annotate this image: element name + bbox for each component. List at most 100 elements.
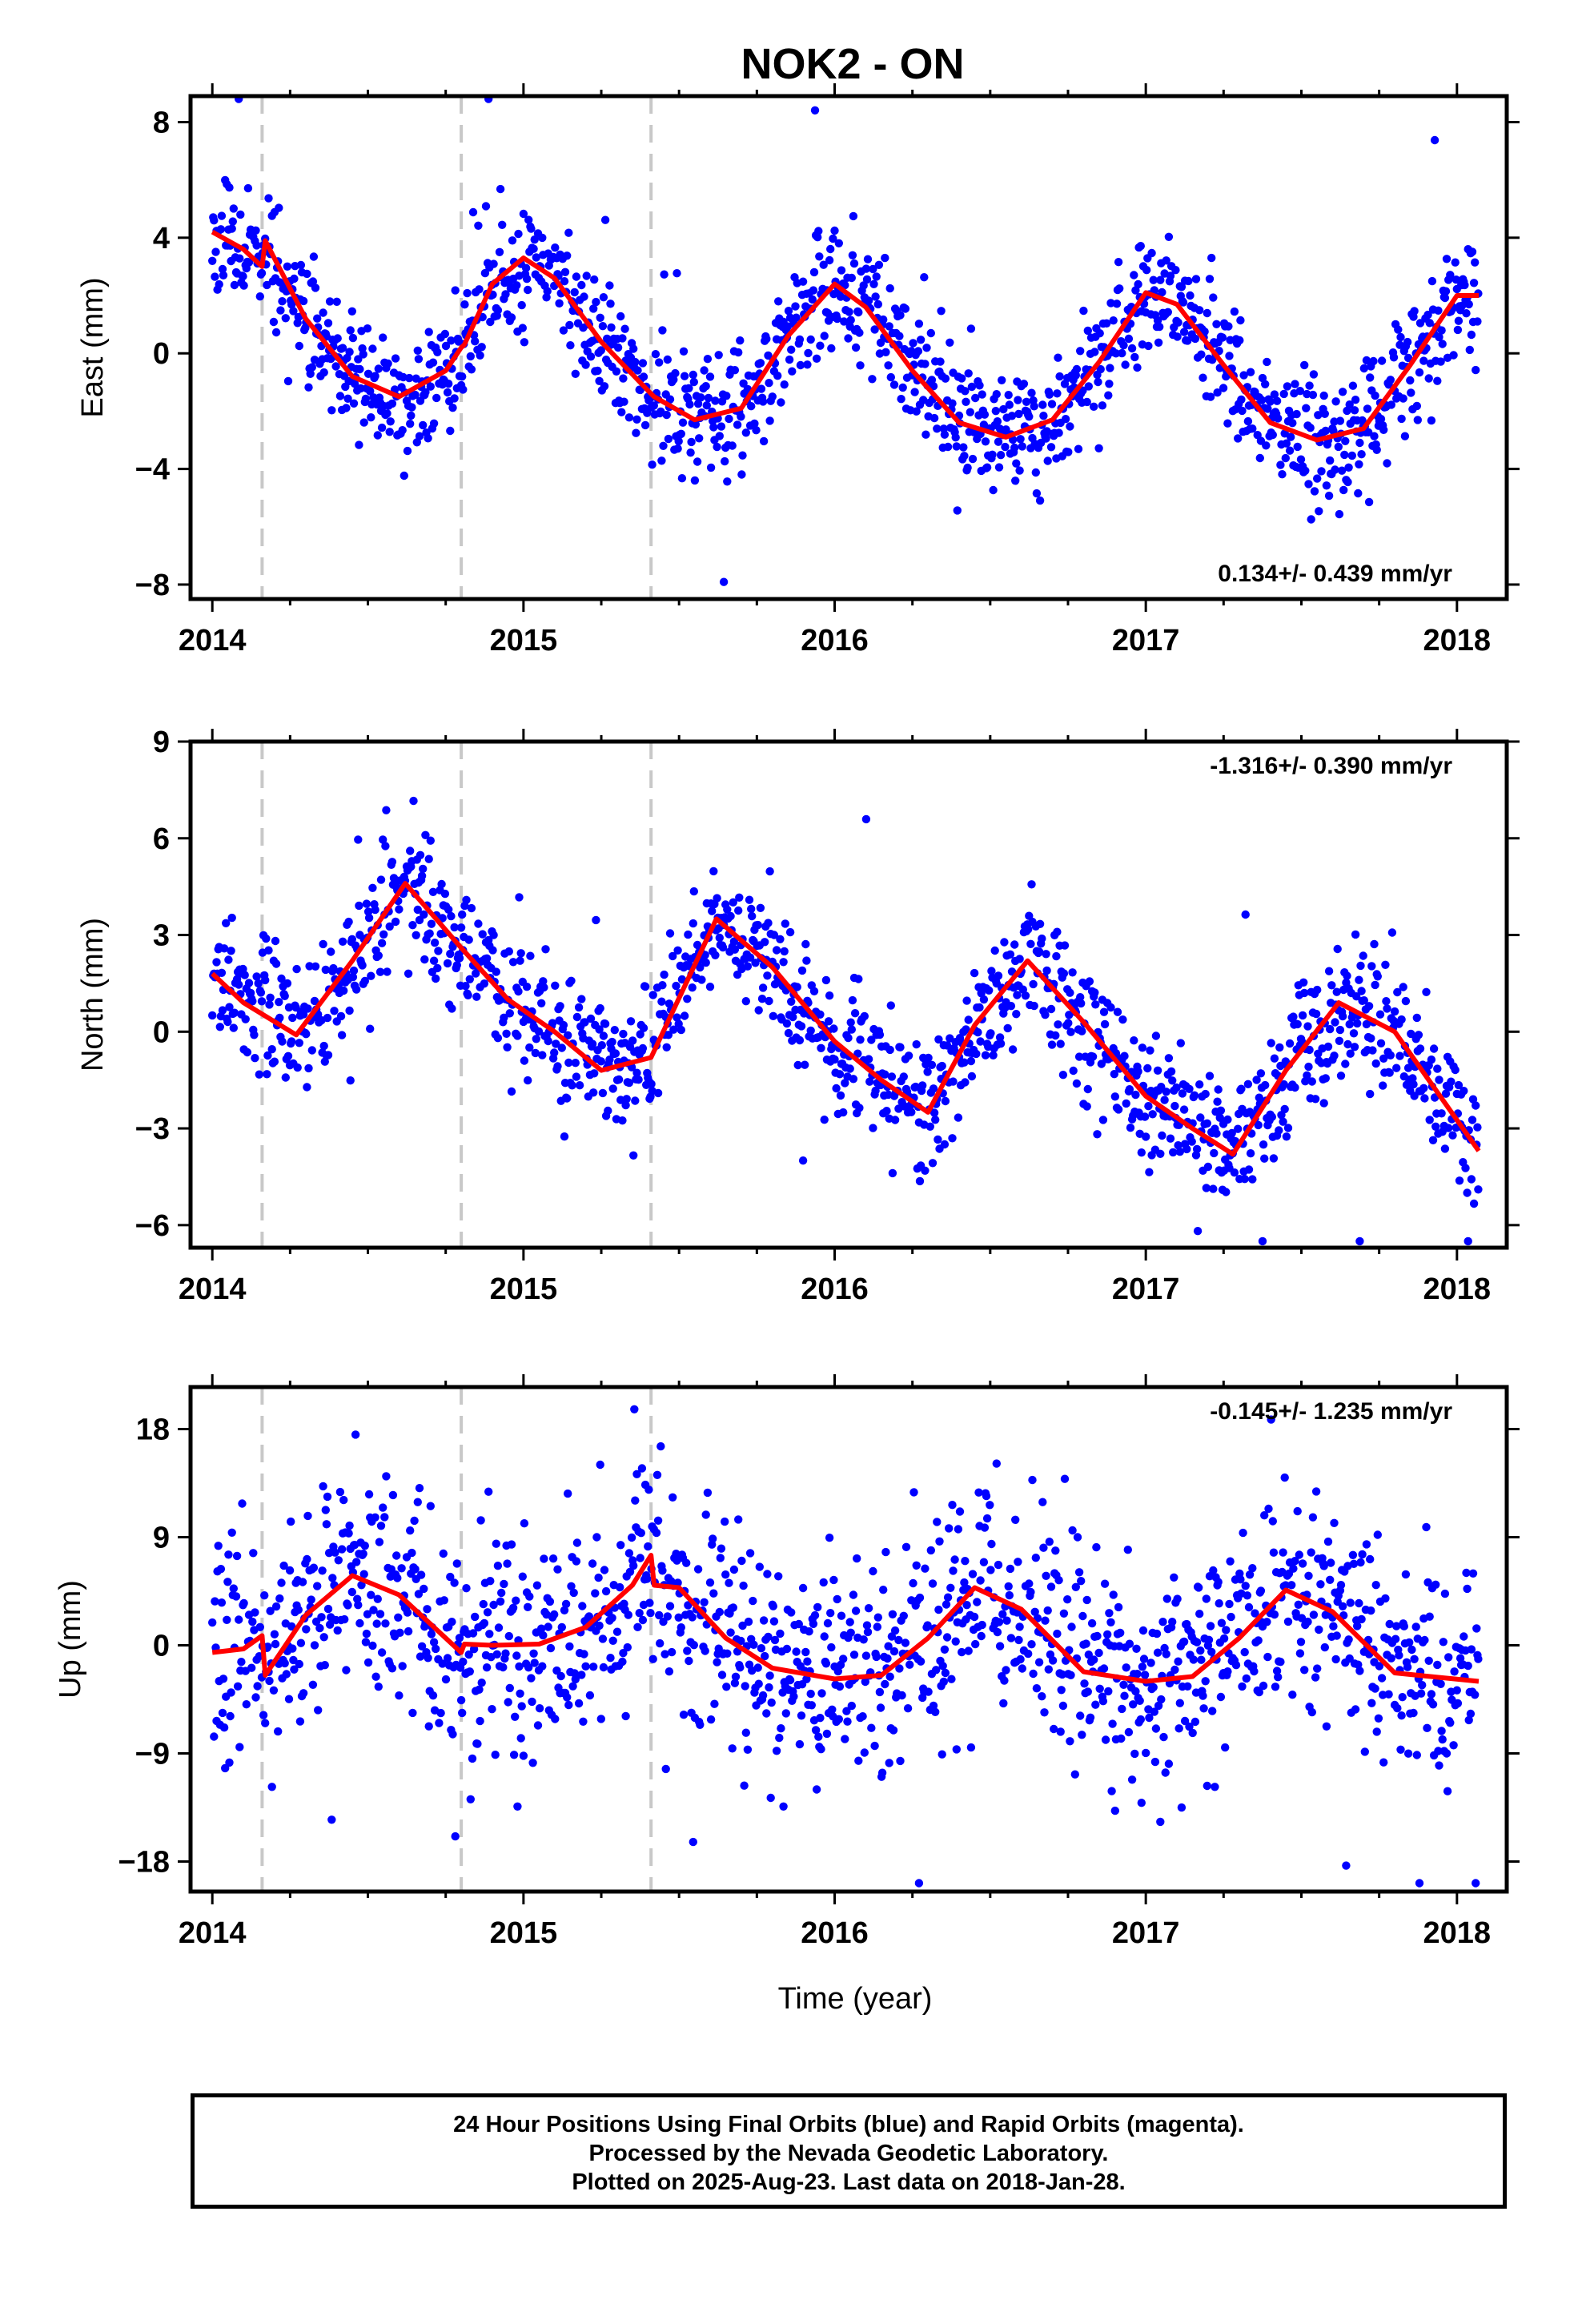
velocity-annotation: -0.145+/- 1.235 mm/yr bbox=[1210, 1398, 1452, 1425]
data-point bbox=[693, 457, 702, 466]
data-point bbox=[802, 956, 811, 965]
data-point bbox=[377, 939, 387, 947]
data-point bbox=[739, 1581, 748, 1590]
data-point bbox=[862, 1621, 872, 1630]
data-point bbox=[1341, 1059, 1350, 1068]
data-point bbox=[589, 1088, 598, 1097]
data-point bbox=[1274, 414, 1283, 423]
data-point bbox=[1079, 306, 1088, 316]
data-point bbox=[896, 1756, 905, 1766]
data-point bbox=[1196, 1646, 1205, 1655]
data-point bbox=[1144, 1102, 1153, 1111]
data-point bbox=[1343, 971, 1351, 980]
data-point bbox=[1189, 1655, 1199, 1664]
data-point bbox=[1086, 1713, 1095, 1722]
data-point bbox=[408, 1708, 417, 1718]
data-point bbox=[288, 1644, 297, 1653]
data-point bbox=[271, 959, 281, 968]
data-point bbox=[1323, 1537, 1333, 1546]
data-point bbox=[1423, 1578, 1432, 1587]
data-point bbox=[347, 307, 356, 316]
data-point bbox=[761, 1651, 769, 1661]
data-point bbox=[1098, 1697, 1108, 1706]
data-point bbox=[323, 319, 333, 328]
data-point bbox=[464, 991, 472, 1000]
data-point bbox=[1064, 1019, 1073, 1027]
data-point bbox=[851, 1606, 861, 1615]
data-point bbox=[833, 1667, 843, 1676]
data-point bbox=[371, 1672, 380, 1681]
data-point bbox=[484, 1487, 493, 1496]
data-point bbox=[598, 1634, 608, 1643]
data-point bbox=[739, 379, 748, 388]
data-point bbox=[225, 183, 234, 192]
data-point bbox=[803, 1657, 812, 1666]
data-point bbox=[303, 1511, 312, 1521]
data-point bbox=[368, 883, 377, 893]
data-point bbox=[571, 369, 580, 378]
data-point bbox=[519, 1751, 528, 1760]
data-point bbox=[1257, 396, 1267, 404]
data-point bbox=[293, 1063, 302, 1072]
data-point bbox=[951, 1637, 960, 1646]
data-point bbox=[704, 393, 713, 403]
data-point bbox=[211, 272, 219, 281]
data-point bbox=[624, 1610, 632, 1619]
data-point bbox=[809, 1619, 818, 1629]
data-point bbox=[1195, 306, 1204, 315]
data-point bbox=[605, 281, 614, 290]
data-point bbox=[1363, 404, 1372, 413]
data-point bbox=[567, 1582, 576, 1591]
data-point bbox=[489, 1600, 498, 1610]
data-point bbox=[1041, 1011, 1050, 1019]
data-point bbox=[729, 1565, 739, 1574]
data-point bbox=[912, 1561, 921, 1570]
y-tick-label: −6 bbox=[135, 1209, 170, 1243]
data-point bbox=[1230, 307, 1239, 316]
data-point bbox=[1182, 1144, 1191, 1154]
data-point bbox=[1026, 1587, 1035, 1597]
data-point bbox=[777, 1724, 785, 1733]
data-point bbox=[765, 1671, 774, 1680]
data-point bbox=[1335, 416, 1345, 425]
data-point bbox=[1223, 419, 1232, 428]
data-point bbox=[825, 255, 834, 265]
data-point bbox=[1473, 317, 1482, 326]
model-fit-line bbox=[211, 1553, 1480, 1684]
data-point bbox=[614, 1075, 624, 1084]
data-point bbox=[1070, 1770, 1080, 1779]
data-point bbox=[468, 207, 478, 217]
data-point bbox=[780, 380, 789, 389]
data-point bbox=[296, 260, 306, 270]
data-point bbox=[475, 285, 484, 294]
data-point bbox=[829, 234, 837, 243]
data-point bbox=[974, 1027, 982, 1037]
data-point bbox=[1254, 1120, 1263, 1130]
data-point bbox=[632, 428, 640, 437]
data-point bbox=[689, 1837, 697, 1847]
data-point bbox=[1409, 1080, 1418, 1089]
data-point bbox=[1224, 322, 1233, 331]
data-point bbox=[331, 362, 340, 371]
data-point bbox=[1018, 1664, 1027, 1673]
data-point bbox=[1433, 376, 1442, 385]
data-point bbox=[544, 1036, 552, 1046]
data-point bbox=[222, 919, 231, 928]
data-point bbox=[1372, 445, 1381, 454]
data-point bbox=[1213, 388, 1222, 397]
data-point bbox=[321, 1506, 330, 1514]
data-point bbox=[363, 907, 373, 916]
data-point bbox=[1162, 1594, 1172, 1603]
data-point bbox=[1083, 1084, 1093, 1094]
data-point bbox=[593, 366, 602, 376]
data-point bbox=[679, 347, 689, 356]
data-point bbox=[1066, 988, 1074, 997]
data-point bbox=[806, 1026, 815, 1035]
data-point bbox=[1391, 1634, 1400, 1643]
data-point bbox=[336, 1011, 346, 1021]
data-point bbox=[1029, 1669, 1038, 1679]
data-point bbox=[379, 835, 387, 844]
data-point bbox=[961, 1557, 970, 1566]
data-point bbox=[1288, 419, 1297, 428]
